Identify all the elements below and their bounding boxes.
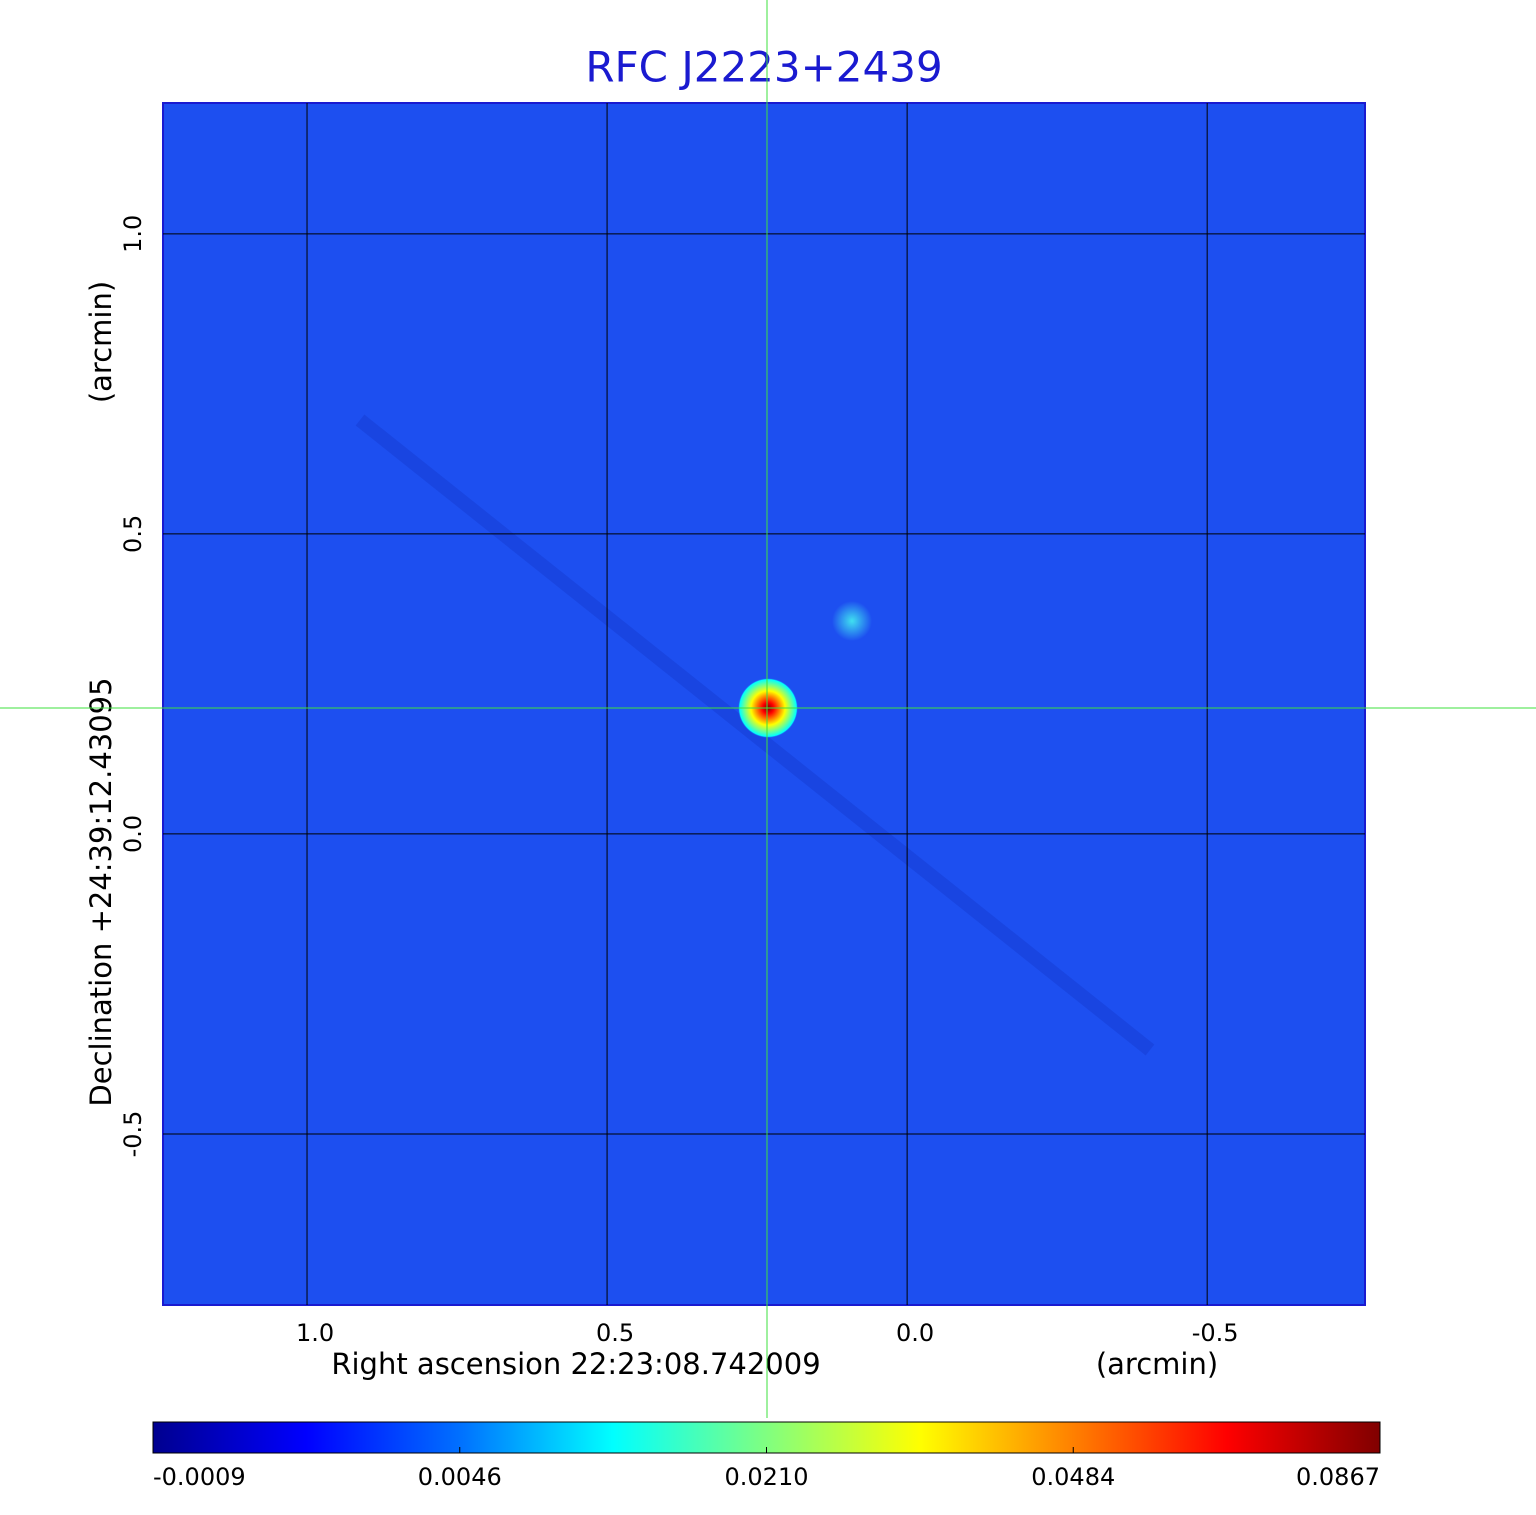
- colorbar-label: 0.0046: [418, 1463, 502, 1491]
- y-tick-label: 0.5: [119, 515, 147, 553]
- y-axis-unit: (arcmin): [84, 281, 118, 403]
- x-tick-label: 0.5: [596, 1319, 634, 1347]
- secondary-source: [832, 601, 872, 641]
- x-tick-label: 0.0: [896, 1319, 934, 1347]
- colorbar-label: 0.0210: [725, 1463, 809, 1491]
- y-tick-label: 0.0: [119, 815, 147, 853]
- x-tick-label: 1.0: [296, 1319, 334, 1347]
- y-tick-label: 1.0: [119, 215, 147, 253]
- colorbar-label: -0.0009: [153, 1463, 246, 1491]
- title: RFC J2223+2439: [585, 43, 942, 92]
- colorbar-label: 0.0867: [1296, 1463, 1380, 1491]
- y-axis-label: Declination +24:39:12.43095: [84, 677, 118, 1106]
- x-axis-label: Right ascension 22:23:08.742009: [331, 1347, 820, 1381]
- y-tick-label: -0.5: [119, 1111, 147, 1158]
- colorbar-label: 0.0484: [1031, 1463, 1115, 1491]
- x-tick-label: -0.5: [1192, 1319, 1239, 1347]
- x-axis-unit: (arcmin): [1096, 1347, 1218, 1381]
